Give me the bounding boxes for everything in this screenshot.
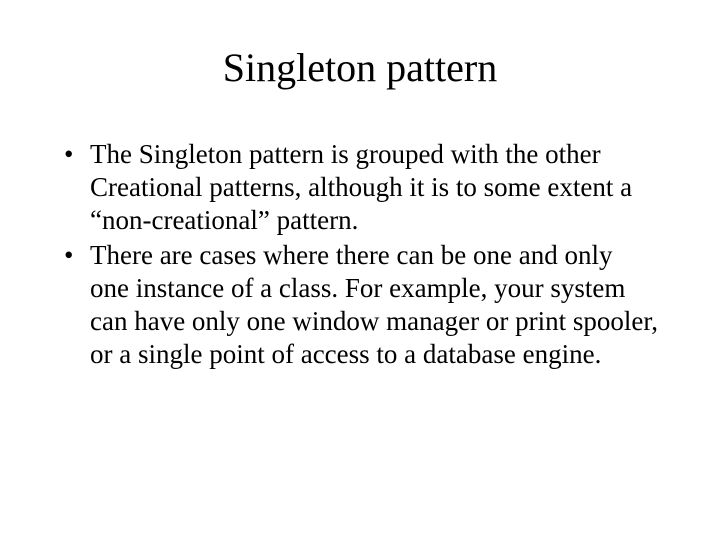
bullet-text: The Singleton pattern is grouped with th…: [90, 139, 632, 235]
slide: Singleton pattern The Singleton pattern …: [0, 0, 720, 540]
bullet-text: There are cases where there can be one a…: [90, 240, 658, 369]
slide-title: Singleton pattern: [54, 46, 666, 90]
list-item: There are cases where there can be one a…: [62, 239, 658, 371]
list-item: The Singleton pattern is grouped with th…: [62, 138, 658, 237]
bullet-list: The Singleton pattern is grouped with th…: [54, 138, 666, 371]
